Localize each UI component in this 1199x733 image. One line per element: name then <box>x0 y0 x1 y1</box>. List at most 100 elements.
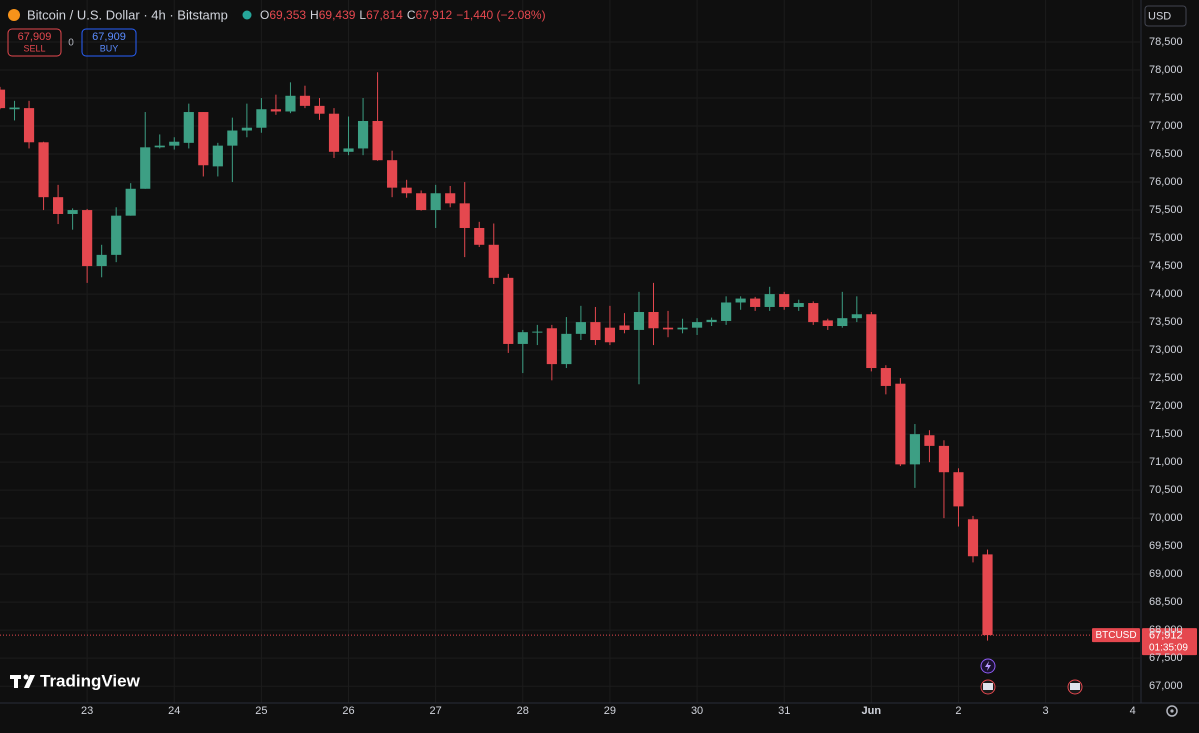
x-tick-label: 3 <box>1043 705 1049 717</box>
candle-body <box>909 434 920 465</box>
brand-logo <box>10 674 35 688</box>
candle-body <box>604 327 616 343</box>
sell-button[interactable] <box>7 28 62 57</box>
countdown: 01:35:09 <box>1149 643 1188 654</box>
buy-label: BUY <box>100 43 119 53</box>
y-tick-label: 77,500 <box>1149 92 1183 104</box>
candle-body <box>619 325 630 330</box>
candle-body <box>532 331 543 333</box>
candle-body <box>314 105 325 114</box>
y-tick-label: 75,000 <box>1149 232 1183 244</box>
ohlc-value: 67,912 <box>415 8 452 22</box>
candle-body <box>517 332 528 344</box>
candle-body <box>328 113 340 152</box>
candle-body <box>779 294 790 307</box>
market-status <box>242 10 252 20</box>
candle-body <box>750 298 761 307</box>
symbol-label: BTCUSD <box>1095 630 1136 641</box>
candle-body <box>561 333 572 365</box>
y-tick-label: 67,000 <box>1149 680 1183 692</box>
candle-body <box>503 277 514 344</box>
candle-body <box>880 368 891 386</box>
price-tag <box>1142 628 1197 656</box>
candle-body <box>125 188 136 216</box>
candle-body <box>764 294 775 307</box>
y-tick-label: 69,500 <box>1149 540 1183 552</box>
candle-body <box>169 141 180 146</box>
candle-body <box>212 145 223 167</box>
ohlc-key: H <box>310 8 319 22</box>
x-tick-label: 29 <box>604 705 616 717</box>
spread: 0 <box>68 38 74 49</box>
candle-body <box>241 127 252 131</box>
brand-name: TradingView <box>40 671 141 690</box>
y-tick-label: 77,000 <box>1149 120 1183 132</box>
candle-body <box>67 210 78 214</box>
settings-glyph <box>1170 709 1174 713</box>
sell-price: 67,909 <box>18 31 52 43</box>
grid <box>0 0 1140 703</box>
candle-body <box>633 312 645 330</box>
candle-body <box>227 130 238 146</box>
symbol-title: Bitcoin / U.S. Dollar · 4h · Bitstamp <box>27 7 228 22</box>
y-tick-label: 72,500 <box>1149 372 1183 384</box>
candle-body <box>793 303 804 307</box>
ohlc-value: 69,353 <box>269 8 306 22</box>
candle-body <box>691 322 703 328</box>
x-tick-label: 26 <box>342 705 354 717</box>
y-tick-label: 74,500 <box>1149 260 1183 272</box>
y-tick-label: 73,500 <box>1149 316 1183 328</box>
y-tick-label: 74,000 <box>1149 288 1183 300</box>
currency-button[interactable] <box>1144 5 1187 27</box>
ohlc-key: L <box>359 8 366 22</box>
y-tick-label: 68,000 <box>1149 624 1183 636</box>
candle-body <box>895 383 906 465</box>
candle-body <box>401 187 412 194</box>
ohlc-value: 69,439 <box>319 8 356 22</box>
candle-body <box>343 148 354 152</box>
x-tick-label: Jun <box>862 705 882 717</box>
flag-glyph <box>983 683 993 690</box>
candle-body <box>459 203 470 228</box>
y-tick-label: 70,500 <box>1149 484 1183 496</box>
last-price-label: 67,912 <box>1149 630 1183 642</box>
candle-body <box>982 554 993 636</box>
y-tick-label: 68,500 <box>1149 596 1183 608</box>
change: −1,440 (−2.08%) <box>456 8 545 22</box>
ohlc-key: O <box>260 8 269 22</box>
y-tick-label: 72,000 <box>1149 400 1183 412</box>
candle-body <box>0 89 6 109</box>
candle-body <box>648 312 659 329</box>
candle-body <box>851 314 862 319</box>
candle-body <box>677 327 688 330</box>
candle-body <box>38 142 49 198</box>
candle-body <box>430 193 441 211</box>
buy-button[interactable] <box>81 28 137 57</box>
ohlc-key: C <box>407 8 416 22</box>
candle-body <box>967 519 979 557</box>
candle-body <box>546 328 557 365</box>
x-tick-label: 28 <box>517 705 529 717</box>
settings-button[interactable] <box>1166 705 1178 717</box>
candle-body <box>706 319 717 323</box>
y-tick-label: 71,000 <box>1149 456 1183 468</box>
candle-body <box>183 112 194 143</box>
candle-body <box>822 320 833 327</box>
y-tick-label: 70,000 <box>1149 512 1183 524</box>
coin-icon <box>8 9 20 21</box>
y-tick-label: 75,500 <box>1149 204 1183 216</box>
candle-body <box>445 193 456 204</box>
candle-body <box>866 314 877 369</box>
candle-body <box>111 215 122 255</box>
currency: USD <box>1148 10 1171 22</box>
y-tick-label: 67,500 <box>1149 652 1183 664</box>
sell-label: SELL <box>23 43 45 53</box>
candle-body <box>662 327 674 330</box>
x-tick-label: 23 <box>81 705 93 717</box>
buy-price: 67,909 <box>92 31 126 43</box>
candle-body <box>9 107 20 110</box>
candle-body <box>23 108 35 143</box>
candle-body <box>256 109 267 128</box>
